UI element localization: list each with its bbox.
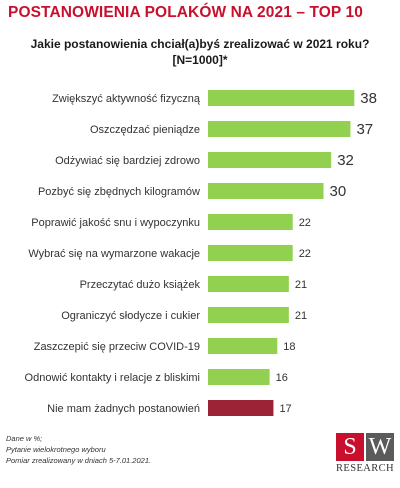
value-label: 16 xyxy=(276,372,288,384)
footnote: Dane w %; Pytanie wielokrotnego wyboru P… xyxy=(6,433,151,466)
bar xyxy=(208,369,270,385)
value-label: 17 xyxy=(279,403,291,415)
bar xyxy=(208,152,332,168)
category-label: Zwiększyć aktywność fizyczną xyxy=(52,93,201,105)
bar xyxy=(208,214,293,230)
value-label: 22 xyxy=(299,217,311,229)
category-label: Nie mam żadnych postanowień xyxy=(47,403,200,415)
value-label: 18 xyxy=(283,341,295,353)
bar xyxy=(208,245,293,261)
value-label: 21 xyxy=(295,310,307,322)
bar-chart: Zwiększyć aktywność fizyczną 38 Oszczędzać… xyxy=(25,90,377,416)
category-label: Odnowić kontakty i relacje z bliskimi xyxy=(25,372,200,384)
category-label: Wybrać się na wymarzone wakacje xyxy=(28,248,200,260)
value-label: 37 xyxy=(356,121,373,138)
logo-letter-w: W xyxy=(366,433,394,461)
category-label: Poprawić jakość snu i wypoczynku xyxy=(31,217,200,229)
value-label: 38 xyxy=(360,90,377,107)
category-label: Oszczędzać pieniądze xyxy=(90,124,200,136)
footnote-question-type: Pytanie wielokrotnego wyboru xyxy=(6,445,106,454)
bar xyxy=(208,307,289,323)
logo-letter-s: S xyxy=(336,433,364,461)
footnote-unit: Dane w %; xyxy=(6,434,43,443)
bar xyxy=(208,338,278,354)
sample-size: [N=1000]* xyxy=(172,53,228,67)
question-text: Jakie postanowienia chciał(a)byś zrealiz… xyxy=(30,37,370,51)
bar xyxy=(208,276,289,292)
logo-research-text: RESEARCH xyxy=(336,463,395,474)
survey-question: Jakie postanowienia chciał(a)byś zrealiz… xyxy=(0,36,400,68)
page-title: POSTANOWIENIA POLAKÓW NA 2021 – TOP 10 xyxy=(8,4,363,21)
category-label: Pozbyć się zbędnych kilogramów xyxy=(38,186,200,198)
category-label: Przeczytać dużo książek xyxy=(80,279,201,291)
bar xyxy=(208,183,324,199)
bar xyxy=(208,121,351,137)
value-label: 30 xyxy=(330,183,347,200)
value-label: 21 xyxy=(295,279,307,291)
category-label: Odżywiać się bardziej zdrowo xyxy=(55,155,200,167)
footnote-date: Pomiar zrealizowany w dniach 5-7.01.2021… xyxy=(6,456,152,465)
value-label: 22 xyxy=(299,248,311,260)
bar xyxy=(208,400,274,416)
category-label: Zaszczepić się przeciw COVID-19 xyxy=(34,341,200,353)
sw-research-logo: S W RESEARCH xyxy=(336,433,394,474)
value-label: 32 xyxy=(337,152,354,169)
bar xyxy=(208,90,355,106)
category-label: Ograniczyć słodycze i cukier xyxy=(61,310,200,322)
